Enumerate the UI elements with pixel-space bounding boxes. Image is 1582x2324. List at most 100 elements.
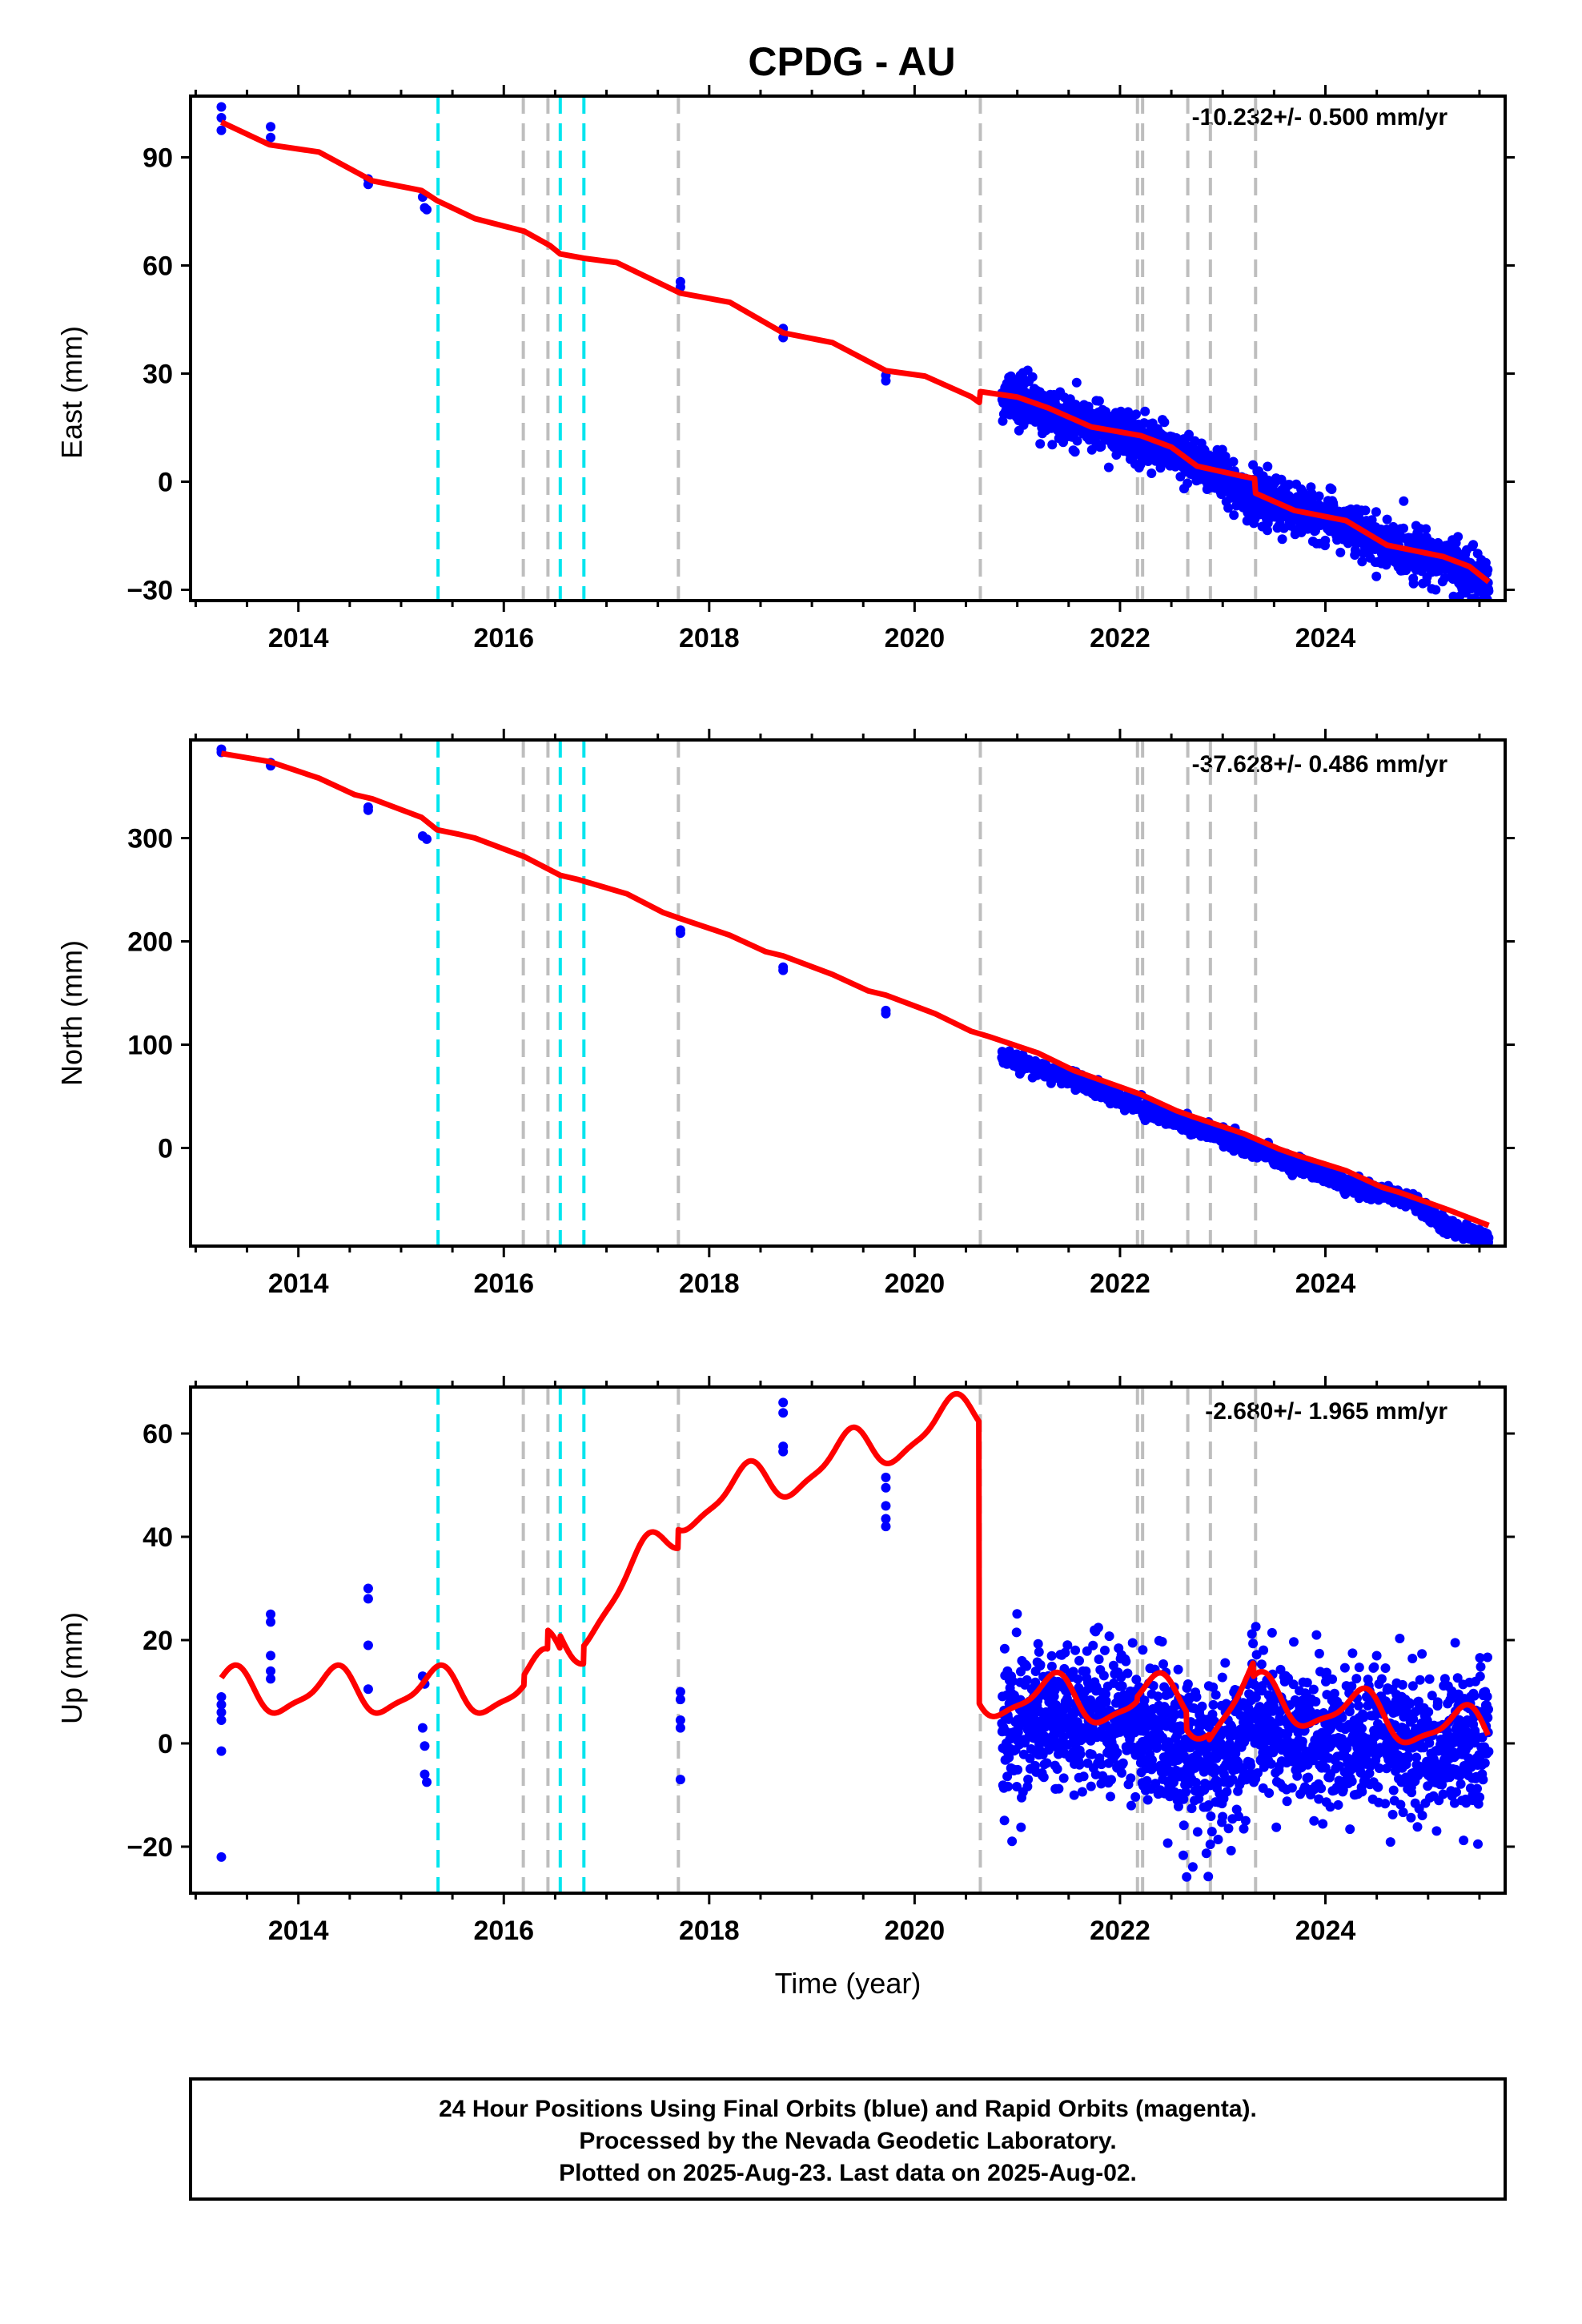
up-point-784 <box>1217 1672 1227 1683</box>
up-point-1129 <box>1314 1648 1324 1659</box>
east-plot-area <box>216 96 1494 601</box>
up-point-1210 <box>1337 1712 1347 1723</box>
up-point-early-12 <box>363 1594 373 1604</box>
up-point-800 <box>1222 1787 1232 1797</box>
up-point-36 <box>1007 1836 1018 1847</box>
up-point-867 <box>1240 1815 1251 1826</box>
up-point-early-8 <box>266 1651 276 1661</box>
east-point-early-15 <box>881 376 891 386</box>
up-point-160 <box>1042 1758 1052 1768</box>
north-xtick-label-4: 2022 <box>1090 1269 1150 1299</box>
east-point-1332 <box>1371 571 1382 581</box>
north-plot-area <box>216 740 1494 1246</box>
up-point-976 <box>1271 1822 1282 1832</box>
up-point-675 <box>1186 1803 1197 1814</box>
up-point-early-29 <box>778 1446 789 1457</box>
up-point-233 <box>1062 1640 1073 1651</box>
up-point-22 <box>1003 1781 1014 1791</box>
up-point-1119 <box>1311 1630 1322 1640</box>
up-point-early-27 <box>778 1408 789 1418</box>
up-point-950 <box>1264 1788 1275 1798</box>
up-point-early-24 <box>675 1723 685 1733</box>
east-xtick-label-2: 2018 <box>679 623 740 653</box>
east-point-early-3 <box>266 122 276 132</box>
north-point-early-9 <box>675 928 685 939</box>
east-point-346 <box>1094 396 1104 406</box>
up-point-1109 <box>1308 1684 1319 1695</box>
north-ytick-label-2: 200 <box>127 927 173 958</box>
east-point-1173 <box>1327 485 1337 494</box>
up-point-386 <box>1106 1791 1115 1802</box>
north-point-early-11 <box>778 965 789 975</box>
east-point-1429 <box>1399 496 1409 506</box>
east-point-805 <box>1223 503 1234 513</box>
up-point-261 <box>1070 1645 1081 1655</box>
up-point-627 <box>1173 1664 1183 1675</box>
east-ytick-label-1: 0 <box>158 468 173 498</box>
up-point-555 <box>1153 1691 1163 1702</box>
up-point-1014 <box>1282 1796 1292 1807</box>
up-point-early-4 <box>216 1746 227 1756</box>
up-point-507 <box>1139 1695 1150 1706</box>
up-point-662 <box>1182 1679 1193 1689</box>
east-point-266 <box>1071 377 1082 388</box>
east-xtick-label-5: 2024 <box>1295 623 1356 653</box>
east-point-1293 <box>1360 505 1371 516</box>
up-point-646 <box>1178 1794 1189 1804</box>
east-point-1128 <box>1314 491 1324 501</box>
up-panel: Up (mm) -2.680+/- 1.965 mm/yr −200204060… <box>55 1376 1515 1946</box>
up-point-904 <box>1251 1692 1261 1703</box>
east-point-795 <box>1220 451 1231 461</box>
up-point-1220 <box>1339 1663 1350 1673</box>
up-point-769 <box>1213 1835 1223 1844</box>
north-point-early-7 <box>422 834 432 844</box>
up-point-751 <box>1208 1682 1219 1692</box>
up-point-1238 <box>1345 1824 1355 1835</box>
up-point-52 <box>1011 1627 1022 1638</box>
east-point-823 <box>1228 456 1239 467</box>
up-point-666 <box>1184 1694 1195 1704</box>
north-frame <box>189 738 1507 1248</box>
up-point-345 <box>1094 1655 1104 1664</box>
east-point-1150 <box>1320 535 1331 545</box>
up-point-220 <box>1058 1773 1069 1783</box>
north-xtick-label-2: 2018 <box>679 1269 740 1299</box>
up-point-25 <box>1004 1752 1014 1763</box>
up-point-460 <box>1126 1800 1136 1811</box>
east-point-1316 <box>1367 515 1377 525</box>
east-point-825 <box>1229 510 1239 521</box>
up-point-232 <box>1062 1694 1072 1704</box>
up-point-early-17 <box>417 1723 428 1733</box>
east-point-260 <box>1070 447 1080 457</box>
east-point-1676 <box>1468 540 1479 550</box>
up-point-56 <box>1013 1764 1023 1775</box>
east-point-early-0 <box>216 102 227 112</box>
up-point-257 <box>1069 1790 1079 1800</box>
up-point-early-26 <box>778 1397 789 1408</box>
up-point-426 <box>1117 1767 1126 1778</box>
up-point-275 <box>1074 1655 1084 1666</box>
up-point-286 <box>1077 1787 1087 1797</box>
east-point-532 <box>1146 468 1157 478</box>
up-rate-label: -2.680+/- 1.965 mm/yr <box>1205 1398 1447 1425</box>
up-point-38 <box>1007 1676 1018 1687</box>
up-point-178 <box>1046 1661 1057 1671</box>
up-point-910 <box>1253 1768 1263 1778</box>
up-point-early-1 <box>216 1699 227 1710</box>
up-point-369 <box>1101 1689 1110 1699</box>
up-point-1086 <box>1302 1678 1312 1688</box>
up-point-1038 <box>1289 1637 1299 1647</box>
east-point-944 <box>1263 525 1272 536</box>
up-point-1135 <box>1316 1783 1327 1794</box>
up-point-91 <box>1022 1781 1033 1791</box>
up-point-early-25 <box>675 1775 685 1785</box>
up-point-577 <box>1159 1682 1170 1692</box>
up-point-919 <box>1255 1705 1266 1715</box>
up-point-132 <box>1034 1647 1044 1657</box>
east-point-early-9 <box>422 204 432 215</box>
east-point-1428 <box>1399 523 1408 533</box>
up-point-353 <box>1096 1779 1106 1789</box>
up-point-188 <box>1050 1685 1060 1695</box>
north-xtick-label-0: 2014 <box>268 1269 329 1299</box>
